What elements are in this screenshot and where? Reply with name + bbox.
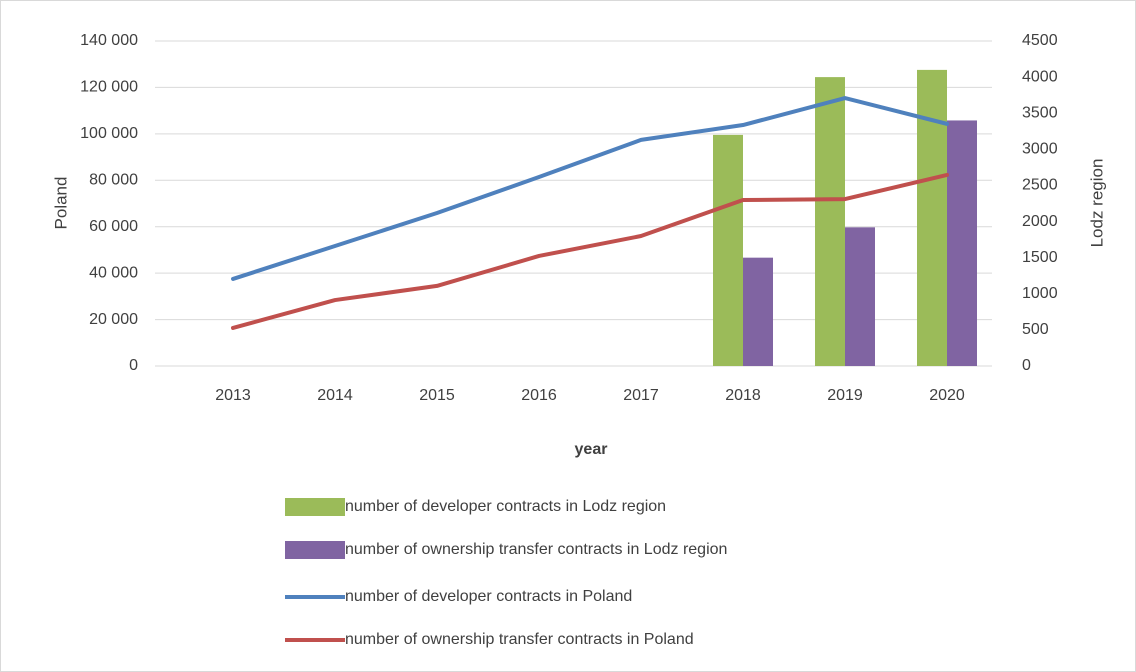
y-axis-title: Poland <box>51 177 70 230</box>
y-tick-label: 80 000 <box>89 172 138 189</box>
bar <box>815 77 845 366</box>
y2-tick-label: 0 <box>1022 357 1031 374</box>
y2-tick-label: 1000 <box>1022 285 1058 302</box>
y2-axis-title: Lodz region <box>1087 159 1106 248</box>
y2-tick-label: 1500 <box>1022 249 1058 266</box>
y2-tick-label: 500 <box>1022 321 1049 338</box>
legend-label: number of developer contracts in Poland <box>345 588 632 605</box>
y-tick-label: 20 000 <box>89 311 138 328</box>
x-tick-label: 2013 <box>215 387 251 404</box>
bar <box>713 134 743 366</box>
bar <box>947 120 977 366</box>
bar <box>743 257 773 366</box>
y2-tick-label: 2500 <box>1022 177 1058 194</box>
bar <box>917 69 947 366</box>
y2-tick-label: 4500 <box>1022 32 1058 49</box>
line <box>231 172 949 330</box>
x-tick-label: 2019 <box>827 387 863 404</box>
x-tick-label: 2014 <box>317 387 353 404</box>
y-tick-label: 40 000 <box>89 264 138 281</box>
y-tick-label: 60 000 <box>89 218 138 235</box>
legend-label: number of ownership transfer contracts i… <box>345 541 727 558</box>
bar <box>845 227 875 366</box>
y2-tick-label: 4000 <box>1022 68 1058 85</box>
x-tick-label: 2017 <box>623 387 659 404</box>
x-tick-label: 2015 <box>419 387 455 404</box>
x-tick-label: 2018 <box>725 387 761 404</box>
line <box>231 96 949 281</box>
y-tick-label: 0 <box>129 357 138 374</box>
x-axis-title: year <box>575 441 608 458</box>
y-tick-label: 100 000 <box>80 125 138 142</box>
y2-tick-label: 3500 <box>1022 104 1058 121</box>
y2-tick-label: 3000 <box>1022 141 1058 158</box>
y2-tick-label: 2000 <box>1022 213 1058 230</box>
legend-swatch <box>285 498 345 516</box>
x-tick-label: 2020 <box>929 387 965 404</box>
legend-swatch <box>285 541 345 559</box>
legend-label: number of developer contracts in Lodz re… <box>345 498 666 515</box>
x-tick-label: 2016 <box>521 387 557 404</box>
y-tick-label: 140 000 <box>80 32 138 49</box>
y-tick-label: 120 000 <box>80 79 138 96</box>
legend-label: number of ownership transfer contracts i… <box>345 631 694 648</box>
